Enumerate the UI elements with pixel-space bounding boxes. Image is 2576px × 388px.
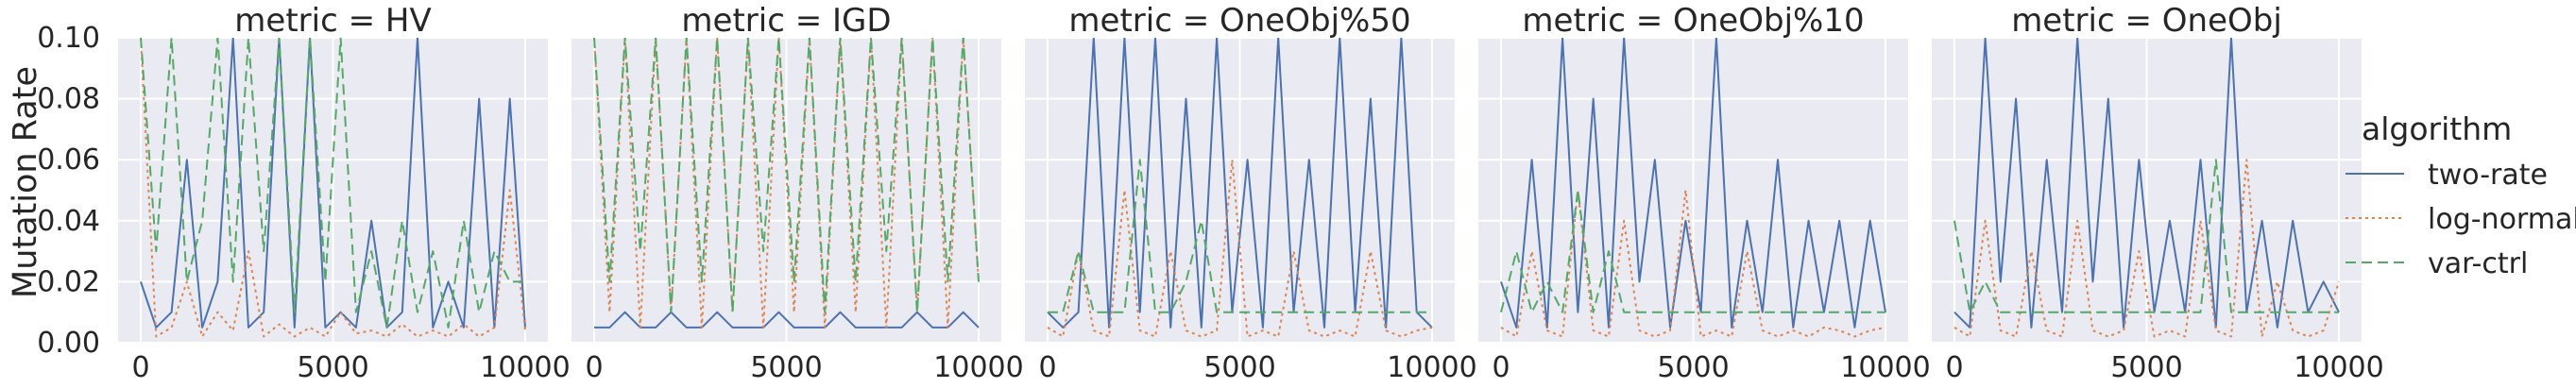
x-tick-label: 10000: [933, 351, 1023, 384]
x-tick-label: 0: [131, 351, 149, 384]
y-tick-label: 0.08: [37, 83, 100, 116]
y-tick-label: 0.06: [37, 143, 100, 177]
panel-title: metric = IGD: [681, 2, 891, 40]
x-tick-label: 10000: [2294, 351, 2383, 384]
series-line-two-rate: [1953, 38, 2340, 329]
y-axis-label: Mutation Rate: [7, 66, 44, 298]
series-line-two-rate: [1047, 38, 1433, 329]
x-tick-label: 5000: [1203, 351, 1275, 384]
series-line-var-ctrl: [1953, 159, 2339, 313]
series-line-var-ctrl: [1048, 159, 1432, 313]
x-tick-label: 0: [1945, 351, 1963, 384]
series-line-two-rate: [140, 38, 526, 329]
x-tick-label: 10000: [480, 351, 570, 384]
x-tick-label: 10000: [1387, 351, 1476, 384]
series-line-var-ctrl: [140, 38, 525, 329]
series-line-log-normal: [1047, 159, 1433, 338]
series-line-log-normal: [1953, 159, 2340, 338]
y-tick-label: 0.02: [37, 265, 100, 298]
legend: algorithm two-rate log-normal var-ctrl: [2346, 110, 2576, 280]
legend-title: algorithm: [2362, 110, 2512, 147]
panel-title: metric = OneObj: [2011, 2, 2282, 40]
legend-label: two-rate: [2428, 159, 2548, 192]
x-tick-label: 0: [585, 351, 603, 384]
x-tick-label: 5000: [750, 351, 822, 384]
panel-title: metric = OneObj%50: [1068, 2, 1410, 40]
facet-panel: metric = IGD 0 5000 10000: [571, 2, 1024, 384]
facet-panel: metric = OneObj%10 0 5000 10000: [1478, 2, 1931, 384]
legend-label: log-normal: [2428, 203, 2576, 236]
legend-label: var-ctrl: [2428, 247, 2528, 280]
y-tick-label: 0.04: [37, 205, 100, 238]
facet-panel: metric = OneObj 0 5000 10000: [1932, 2, 2384, 384]
x-tick-label: 10000: [1840, 351, 1930, 384]
x-tick-label: 0: [1492, 351, 1510, 384]
series-line-log-normal: [140, 38, 526, 338]
series-line-log-normal: [1500, 189, 1886, 338]
x-tick-label: 0: [1038, 351, 1056, 384]
series-line-var-ctrl: [593, 38, 980, 313]
facet-panel: metric = OneObj%50 0 5000 10000: [1025, 2, 1477, 384]
panel-title: metric = OneObj%10: [1522, 2, 1864, 40]
facet-panel: metric = HV 0 5000 10000 0.00 0.02 0.04 0.06 0.0…: [37, 2, 571, 384]
series-line-var-ctrl: [1500, 189, 1885, 313]
y-tick-label: 0.10: [37, 22, 100, 55]
x-tick-label: 5000: [297, 351, 368, 384]
x-tick-label: 5000: [1657, 351, 1729, 384]
y-tick-label: 0.00: [37, 327, 100, 360]
series-line-two-rate: [594, 311, 980, 329]
panel-title: metric = HV: [234, 2, 431, 40]
x-tick-label: 5000: [2110, 351, 2182, 384]
